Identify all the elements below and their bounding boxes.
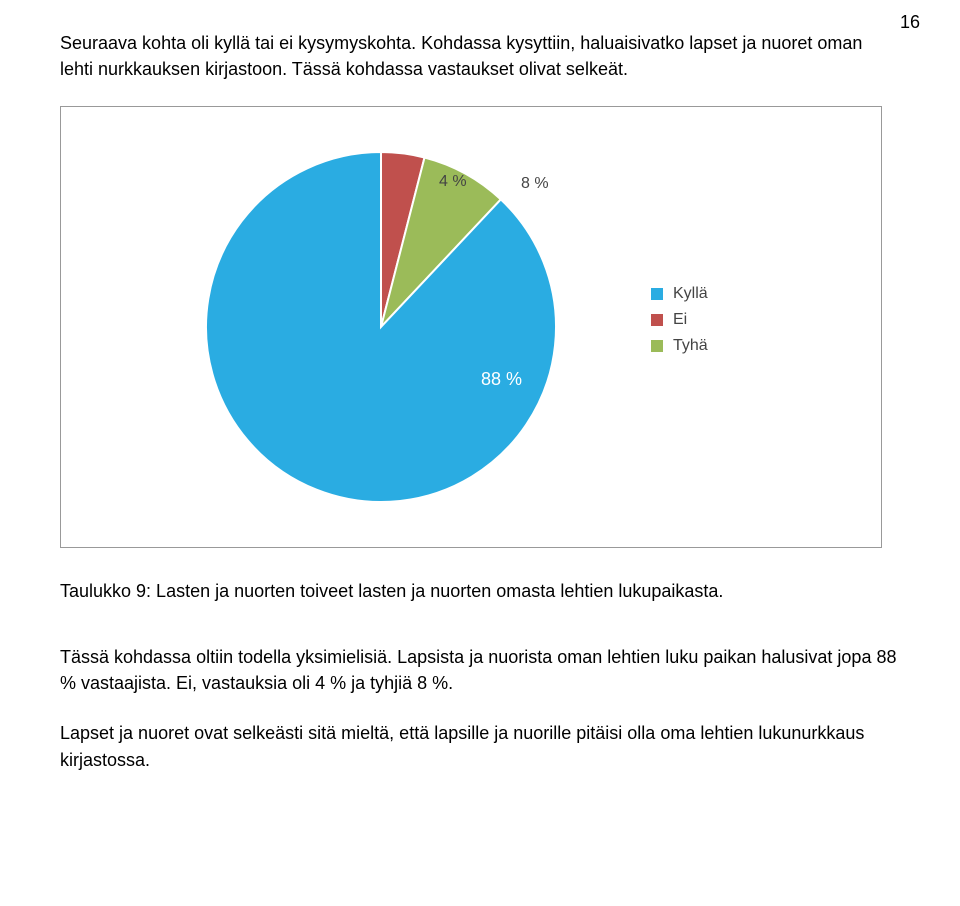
legend-item-blank: Tyhä <box>651 337 708 355</box>
analysis-paragraph-2: Lapset ja nuoret ovat selkeästi sitä mie… <box>60 720 900 772</box>
legend-swatch-blank-icon <box>651 340 663 352</box>
legend-swatch-no-icon <box>651 314 663 326</box>
legend-item-yes: Kyllä <box>651 285 708 303</box>
chart-caption: Taulukko 9: Lasten ja nuorten toiveet la… <box>60 578 900 604</box>
pie-slice <box>206 152 556 502</box>
document-page: 16 Seuraava kohta oli kyllä tai ei kysym… <box>0 0 960 906</box>
pie-chart: 4 % 8 % 88 % <box>191 137 571 517</box>
legend-label-blank: Tyhä <box>673 337 708 355</box>
slice-label-no: 4 % <box>439 173 467 191</box>
legend-swatch-yes-icon <box>651 288 663 300</box>
legend-label-no: Ei <box>673 311 687 329</box>
legend: Kyllä Ei Tyhä <box>651 277 708 363</box>
slice-label-yes: 88 % <box>481 369 522 390</box>
legend-label-yes: Kyllä <box>673 285 708 303</box>
pie-svg <box>191 137 571 517</box>
slice-label-blank: 8 % <box>521 175 549 193</box>
pie-chart-container: 4 % 8 % 88 % Kyllä Ei Tyhä <box>60 106 882 548</box>
intro-paragraph: Seuraava kohta oli kyllä tai ei kysymysk… <box>60 30 900 82</box>
page-number: 16 <box>900 12 920 33</box>
legend-item-no: Ei <box>651 311 708 329</box>
analysis-paragraph-1: Tässä kohdassa oltiin todella yksimielis… <box>60 644 900 696</box>
